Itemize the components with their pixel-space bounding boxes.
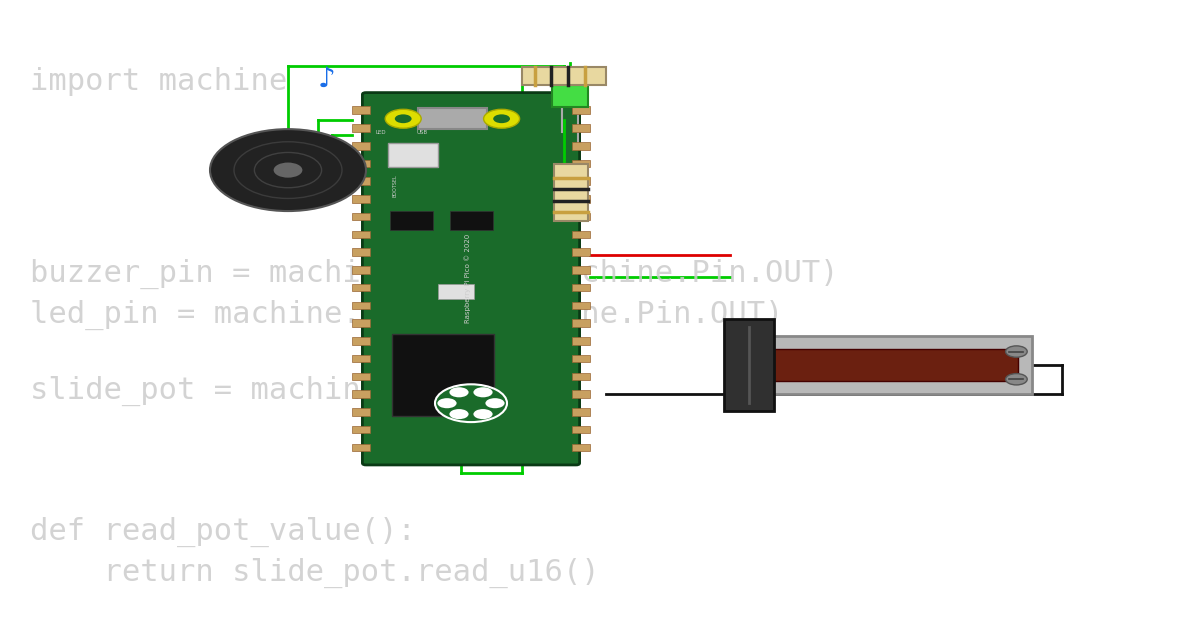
Bar [572, 302, 590, 309]
Bar [572, 178, 590, 185]
Circle shape [473, 409, 492, 419]
Circle shape [485, 398, 505, 408]
Text: ♪: ♪ [318, 65, 336, 93]
Bar [388, 143, 438, 167]
Circle shape [437, 398, 456, 408]
Bar [390, 211, 433, 230]
Bar [572, 195, 590, 203]
Bar [572, 337, 590, 345]
Bar [352, 248, 370, 256]
Wedge shape [552, 75, 588, 84]
Bar [352, 266, 370, 273]
Bar [352, 213, 370, 220]
Bar [750, 336, 1032, 394]
Bar [438, 284, 474, 299]
Circle shape [274, 163, 302, 178]
Circle shape [385, 109, 421, 129]
Bar [352, 159, 370, 167]
Circle shape [434, 384, 508, 422]
Bar [352, 231, 370, 238]
Bar [572, 213, 590, 220]
Bar [572, 372, 590, 380]
Circle shape [449, 409, 468, 419]
Text: import machine: import machine [30, 67, 287, 96]
Bar [572, 159, 590, 167]
Circle shape [210, 129, 366, 211]
Text: slide_pot = machine.ADC(: slide_pot = machine.ADC( [30, 375, 470, 406]
Circle shape [1006, 346, 1027, 357]
Circle shape [473, 387, 492, 398]
Bar [522, 67, 606, 85]
Bar [572, 124, 590, 132]
Text: led_pin = machine.Pin(1, machine.Pin.OUT): led_pin = machine.Pin(1, machine.Pin.OUT… [30, 300, 784, 330]
Bar [572, 426, 590, 433]
Bar [352, 124, 370, 132]
Bar [572, 408, 590, 416]
Bar [724, 319, 774, 411]
Bar [552, 84, 588, 107]
Bar [352, 319, 370, 327]
FancyBboxPatch shape [362, 93, 580, 465]
Text: def read_pot_value():: def read_pot_value(): [30, 517, 416, 547]
Text: LED: LED [376, 130, 386, 135]
Circle shape [493, 115, 510, 123]
Bar [352, 444, 370, 451]
Bar [352, 195, 370, 203]
Bar [352, 142, 370, 149]
Bar [572, 319, 590, 327]
Bar [352, 106, 370, 114]
Bar [572, 266, 590, 273]
Bar [572, 355, 590, 362]
Bar [352, 426, 370, 433]
Bar [450, 211, 493, 230]
Bar [352, 178, 370, 185]
Bar [352, 391, 370, 398]
Bar [572, 231, 590, 238]
Bar [572, 391, 590, 398]
Bar [764, 348, 1018, 381]
Bar [352, 372, 370, 380]
Bar [554, 164, 588, 220]
Bar [572, 444, 590, 451]
Bar [572, 284, 590, 292]
Text: buzzer_pin = machine.Pin(0, machine.Pin.OUT): buzzer_pin = machine.Pin(0, machine.Pin.… [30, 259, 839, 289]
Circle shape [449, 387, 468, 398]
Text: BOOTSEL: BOOTSEL [392, 175, 397, 197]
Circle shape [484, 109, 520, 129]
Text: USB: USB [416, 130, 427, 135]
Bar [352, 302, 370, 309]
Circle shape [395, 115, 412, 123]
Circle shape [1006, 374, 1027, 385]
Text: Raspberry Pi Pico © 2020: Raspberry Pi Pico © 2020 [464, 234, 470, 323]
Bar [352, 337, 370, 345]
Bar [352, 408, 370, 416]
Bar [572, 142, 590, 149]
Bar [352, 355, 370, 362]
Bar [392, 334, 494, 416]
Bar [572, 248, 590, 256]
Bar [572, 106, 590, 114]
Bar [352, 284, 370, 292]
Bar [418, 108, 487, 129]
Text: return slide_pot.read_u16(): return slide_pot.read_u16() [30, 558, 600, 588]
